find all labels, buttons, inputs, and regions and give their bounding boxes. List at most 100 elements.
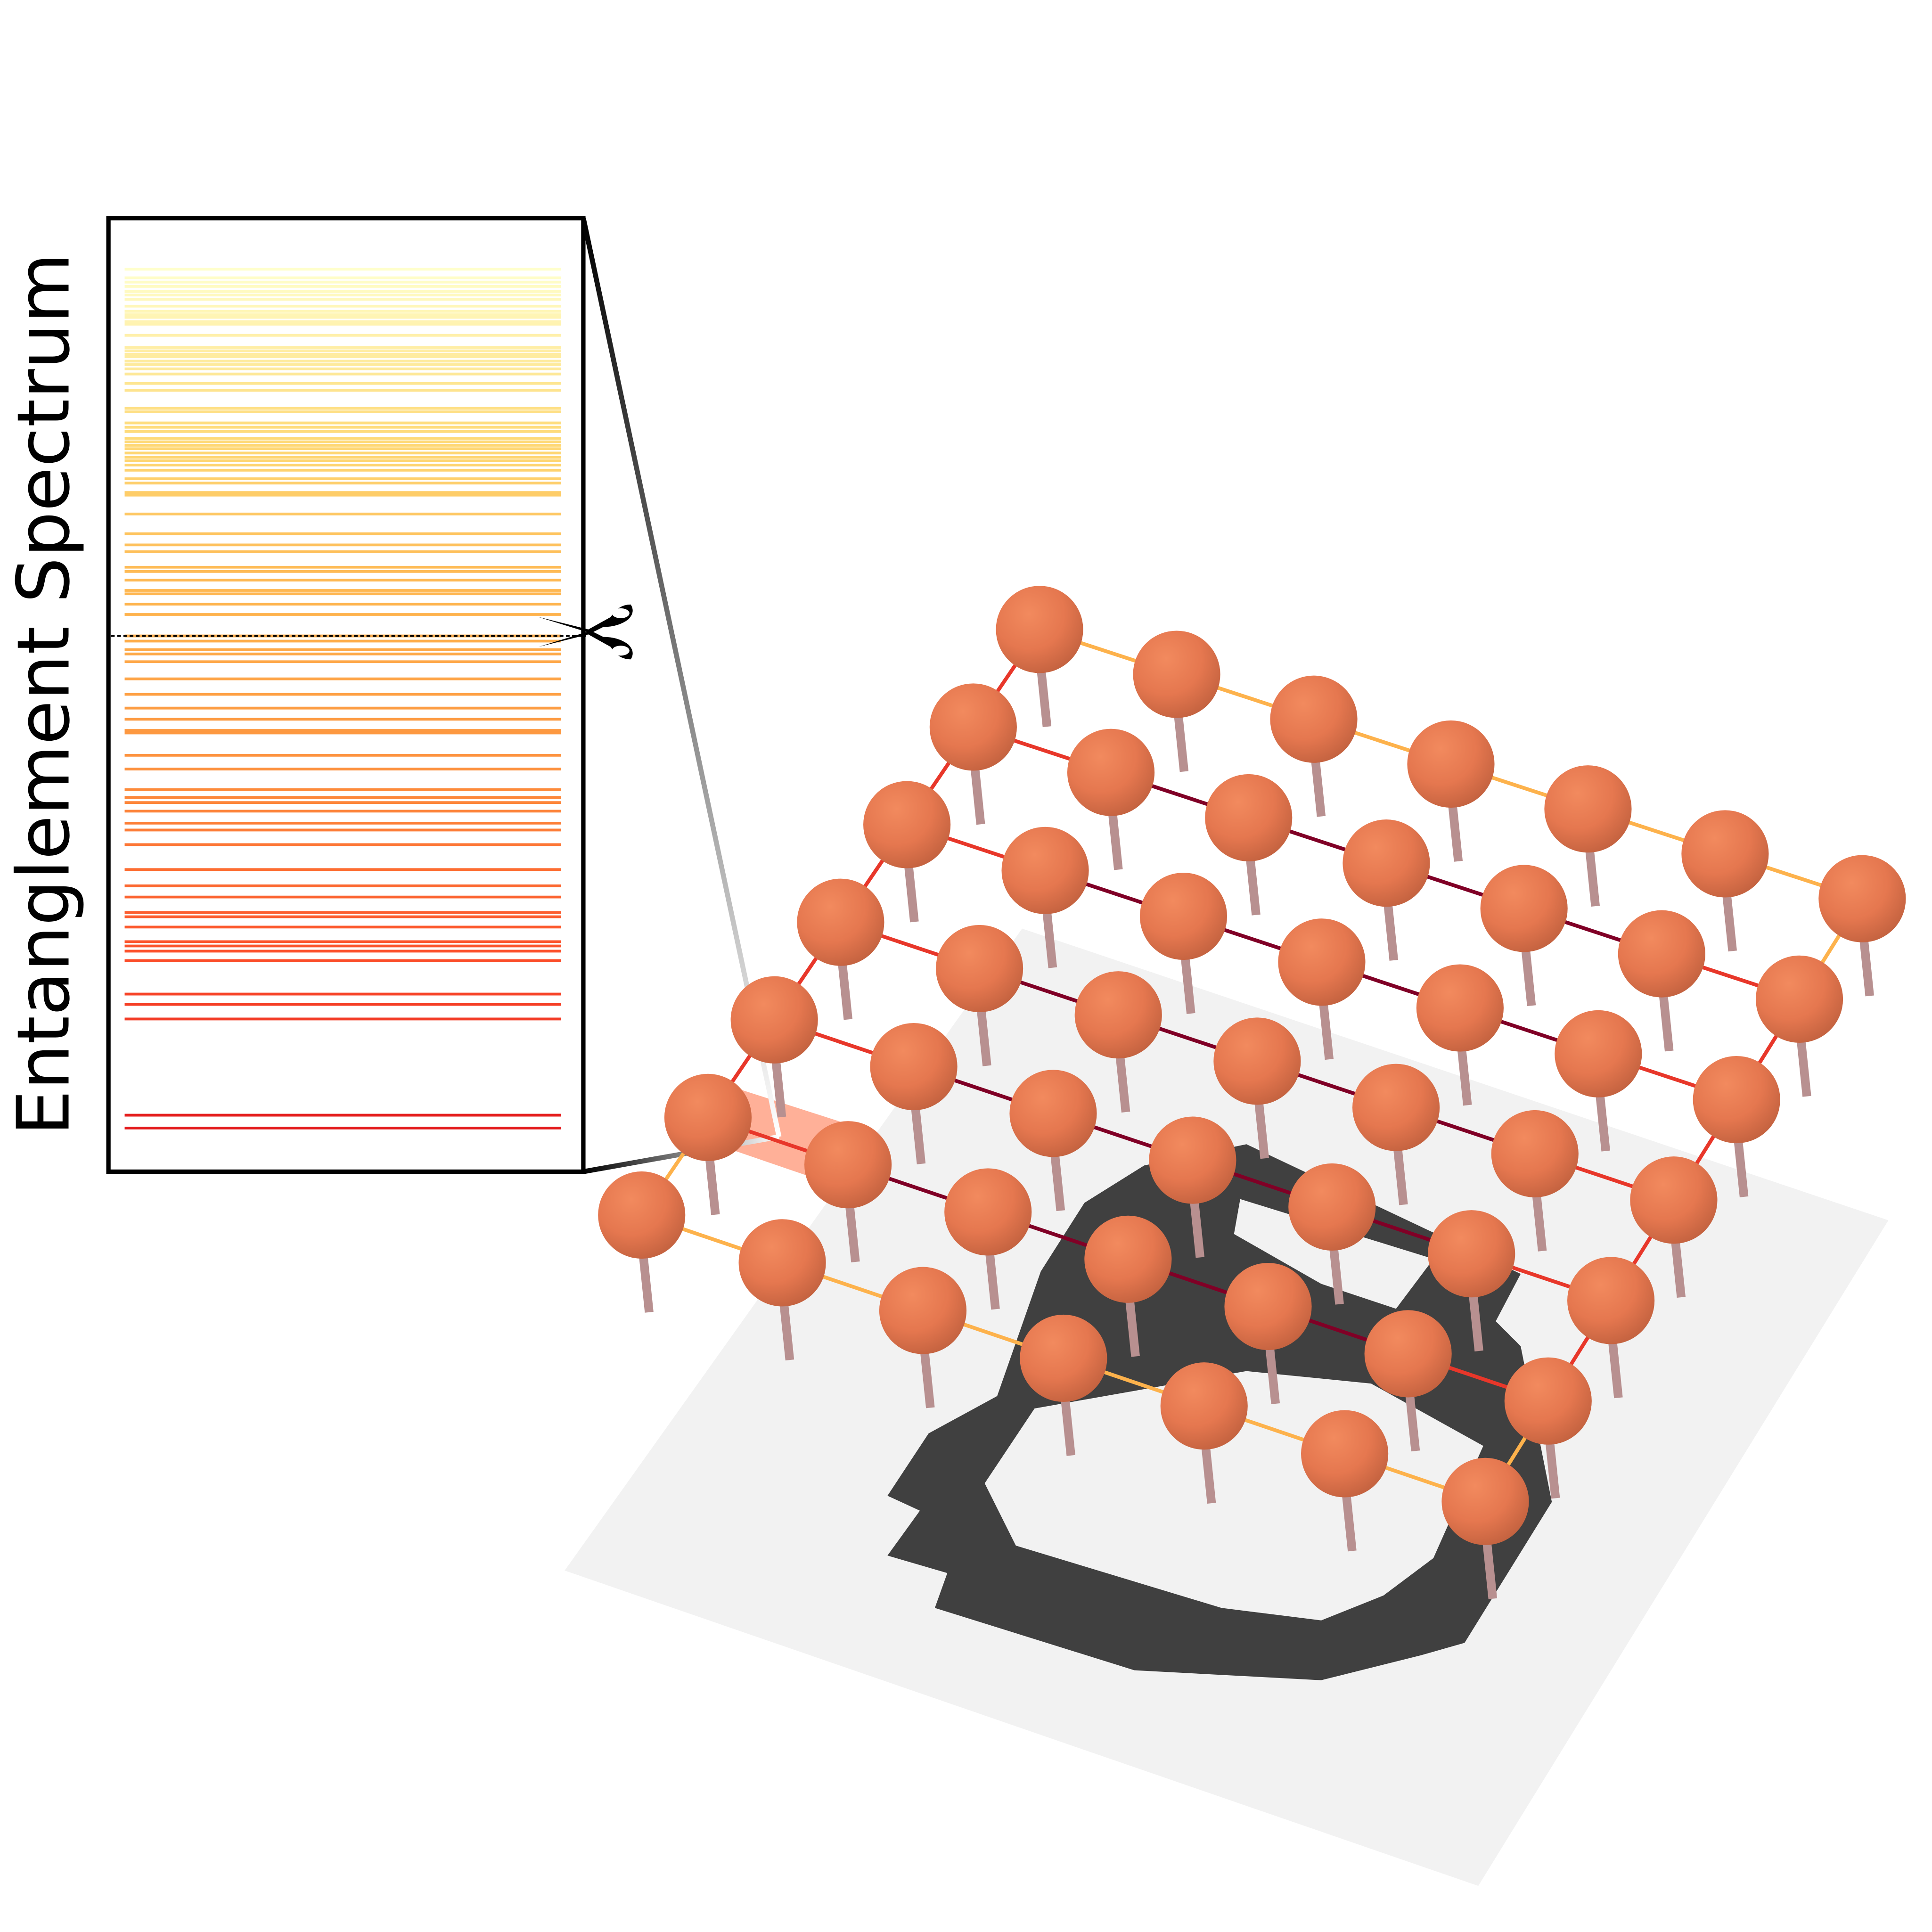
qubit-site (1567, 1257, 1655, 1399)
qubit-site (929, 683, 1017, 825)
qubit-site (1270, 675, 1358, 817)
qubit-site (944, 1168, 1032, 1310)
qubit-ball (1352, 1064, 1440, 1151)
qubit-ball (996, 586, 1083, 673)
qubit-ball (944, 1168, 1032, 1256)
qubit-ball (870, 1023, 958, 1111)
qubit-site (1428, 1210, 1515, 1351)
projection-line-top (581, 217, 782, 1138)
qubit-site (664, 1073, 752, 1215)
qubit-ball (1818, 855, 1906, 942)
qubit-site (996, 586, 1083, 728)
qubit-ball (1009, 1070, 1097, 1157)
qubit-ball (1288, 1163, 1376, 1251)
qubit-ball (1301, 1410, 1389, 1498)
qubit-site (1084, 1215, 1172, 1357)
qubit-site (797, 878, 884, 1020)
qubit-site (1224, 1262, 1312, 1404)
qubit-ball (1149, 1116, 1236, 1204)
qubit-ball (797, 878, 884, 966)
qubit-ball (1364, 1310, 1452, 1398)
qubit-ball (1343, 819, 1430, 907)
qubit-ball (1681, 810, 1769, 898)
entanglement-spectrum-panel (124, 268, 561, 1130)
qubit-site (1343, 819, 1430, 961)
qubit-ball (1224, 1262, 1312, 1351)
qubit-site (1416, 964, 1504, 1106)
region-boundary (887, 1144, 1552, 1680)
qubit-site (1364, 1310, 1452, 1452)
qubit-site (1009, 1070, 1097, 1212)
qubit-ball (730, 976, 818, 1064)
qubit-site (1352, 1064, 1440, 1205)
qubit-site (863, 781, 951, 923)
qubit-ball (1428, 1210, 1515, 1298)
qubit-site (804, 1121, 892, 1262)
qubit-ball (1270, 675, 1358, 763)
qubit-site (1213, 1017, 1301, 1159)
qubit-ball (804, 1121, 892, 1209)
qubit-site (1630, 1156, 1718, 1298)
qubit-site (1278, 918, 1366, 1060)
qubit-site (1441, 1457, 1529, 1599)
qubit-ball (1441, 1457, 1529, 1545)
qubit-ball (1567, 1257, 1655, 1344)
qubit-site (1288, 1163, 1376, 1305)
qubit-ball (1480, 865, 1568, 952)
qubit-ball (1160, 1362, 1248, 1450)
qubit-ball (1213, 1017, 1301, 1105)
qubit-site (1020, 1314, 1107, 1456)
qubit-site (1818, 855, 1906, 997)
qubit-site (1480, 865, 1568, 1007)
qubit-ball (598, 1171, 686, 1259)
qubit-site (1618, 910, 1705, 1052)
qubit-site (730, 976, 818, 1118)
qubit-ball (1067, 729, 1155, 816)
qubit-ball (1139, 872, 1228, 960)
qubit-site (1544, 765, 1632, 907)
qubit-ball (1407, 720, 1495, 808)
qubit-ball (1278, 918, 1366, 1006)
qubit-ball (1074, 971, 1162, 1059)
qubit-site (1067, 729, 1155, 870)
qubit-ball (1618, 910, 1705, 998)
qubit-ball (935, 925, 1023, 1013)
qubit-ball (1544, 765, 1632, 853)
qubit-ball (1693, 1056, 1780, 1144)
qubit-ball (929, 683, 1017, 771)
qubit-site (738, 1219, 826, 1361)
qubit-site (1755, 955, 1843, 1097)
qubit-site (1301, 1410, 1389, 1552)
qubit-site (1001, 827, 1089, 968)
qubit-site (1160, 1362, 1248, 1504)
spectrum-axis-label: Entanglement Spectrum (2, 253, 86, 1136)
qubit-ball (1001, 827, 1089, 914)
qubit-site (598, 1171, 686, 1313)
qubit-site (1693, 1056, 1780, 1197)
qubit-ball (1630, 1156, 1718, 1244)
qubit-site (935, 925, 1023, 1066)
qubit-ball (1491, 1110, 1579, 1198)
qubit-ball (1205, 774, 1293, 861)
qubit-site (879, 1267, 967, 1408)
spectrum-frame (106, 216, 586, 1174)
qubit-site (870, 1023, 958, 1164)
qubit-site (1681, 810, 1769, 952)
qubit-ball (1555, 1010, 1642, 1097)
qubit-ball (1133, 630, 1220, 718)
lattice (598, 586, 1906, 1599)
qubit-ball (1755, 955, 1843, 1043)
qubit-ball (1416, 964, 1504, 1052)
qubit-site (1139, 872, 1228, 1014)
qubit-site (1555, 1010, 1642, 1152)
qubit-site (1504, 1357, 1592, 1499)
qubit-ball (1020, 1314, 1107, 1402)
qubit-site (1133, 630, 1220, 772)
scissors-icon (538, 604, 633, 660)
qubit-site (1074, 971, 1162, 1113)
qubit-ball (1084, 1215, 1172, 1303)
qubit-site (1407, 720, 1495, 862)
qubit-ball (879, 1267, 967, 1354)
qubit-site (1149, 1116, 1236, 1258)
